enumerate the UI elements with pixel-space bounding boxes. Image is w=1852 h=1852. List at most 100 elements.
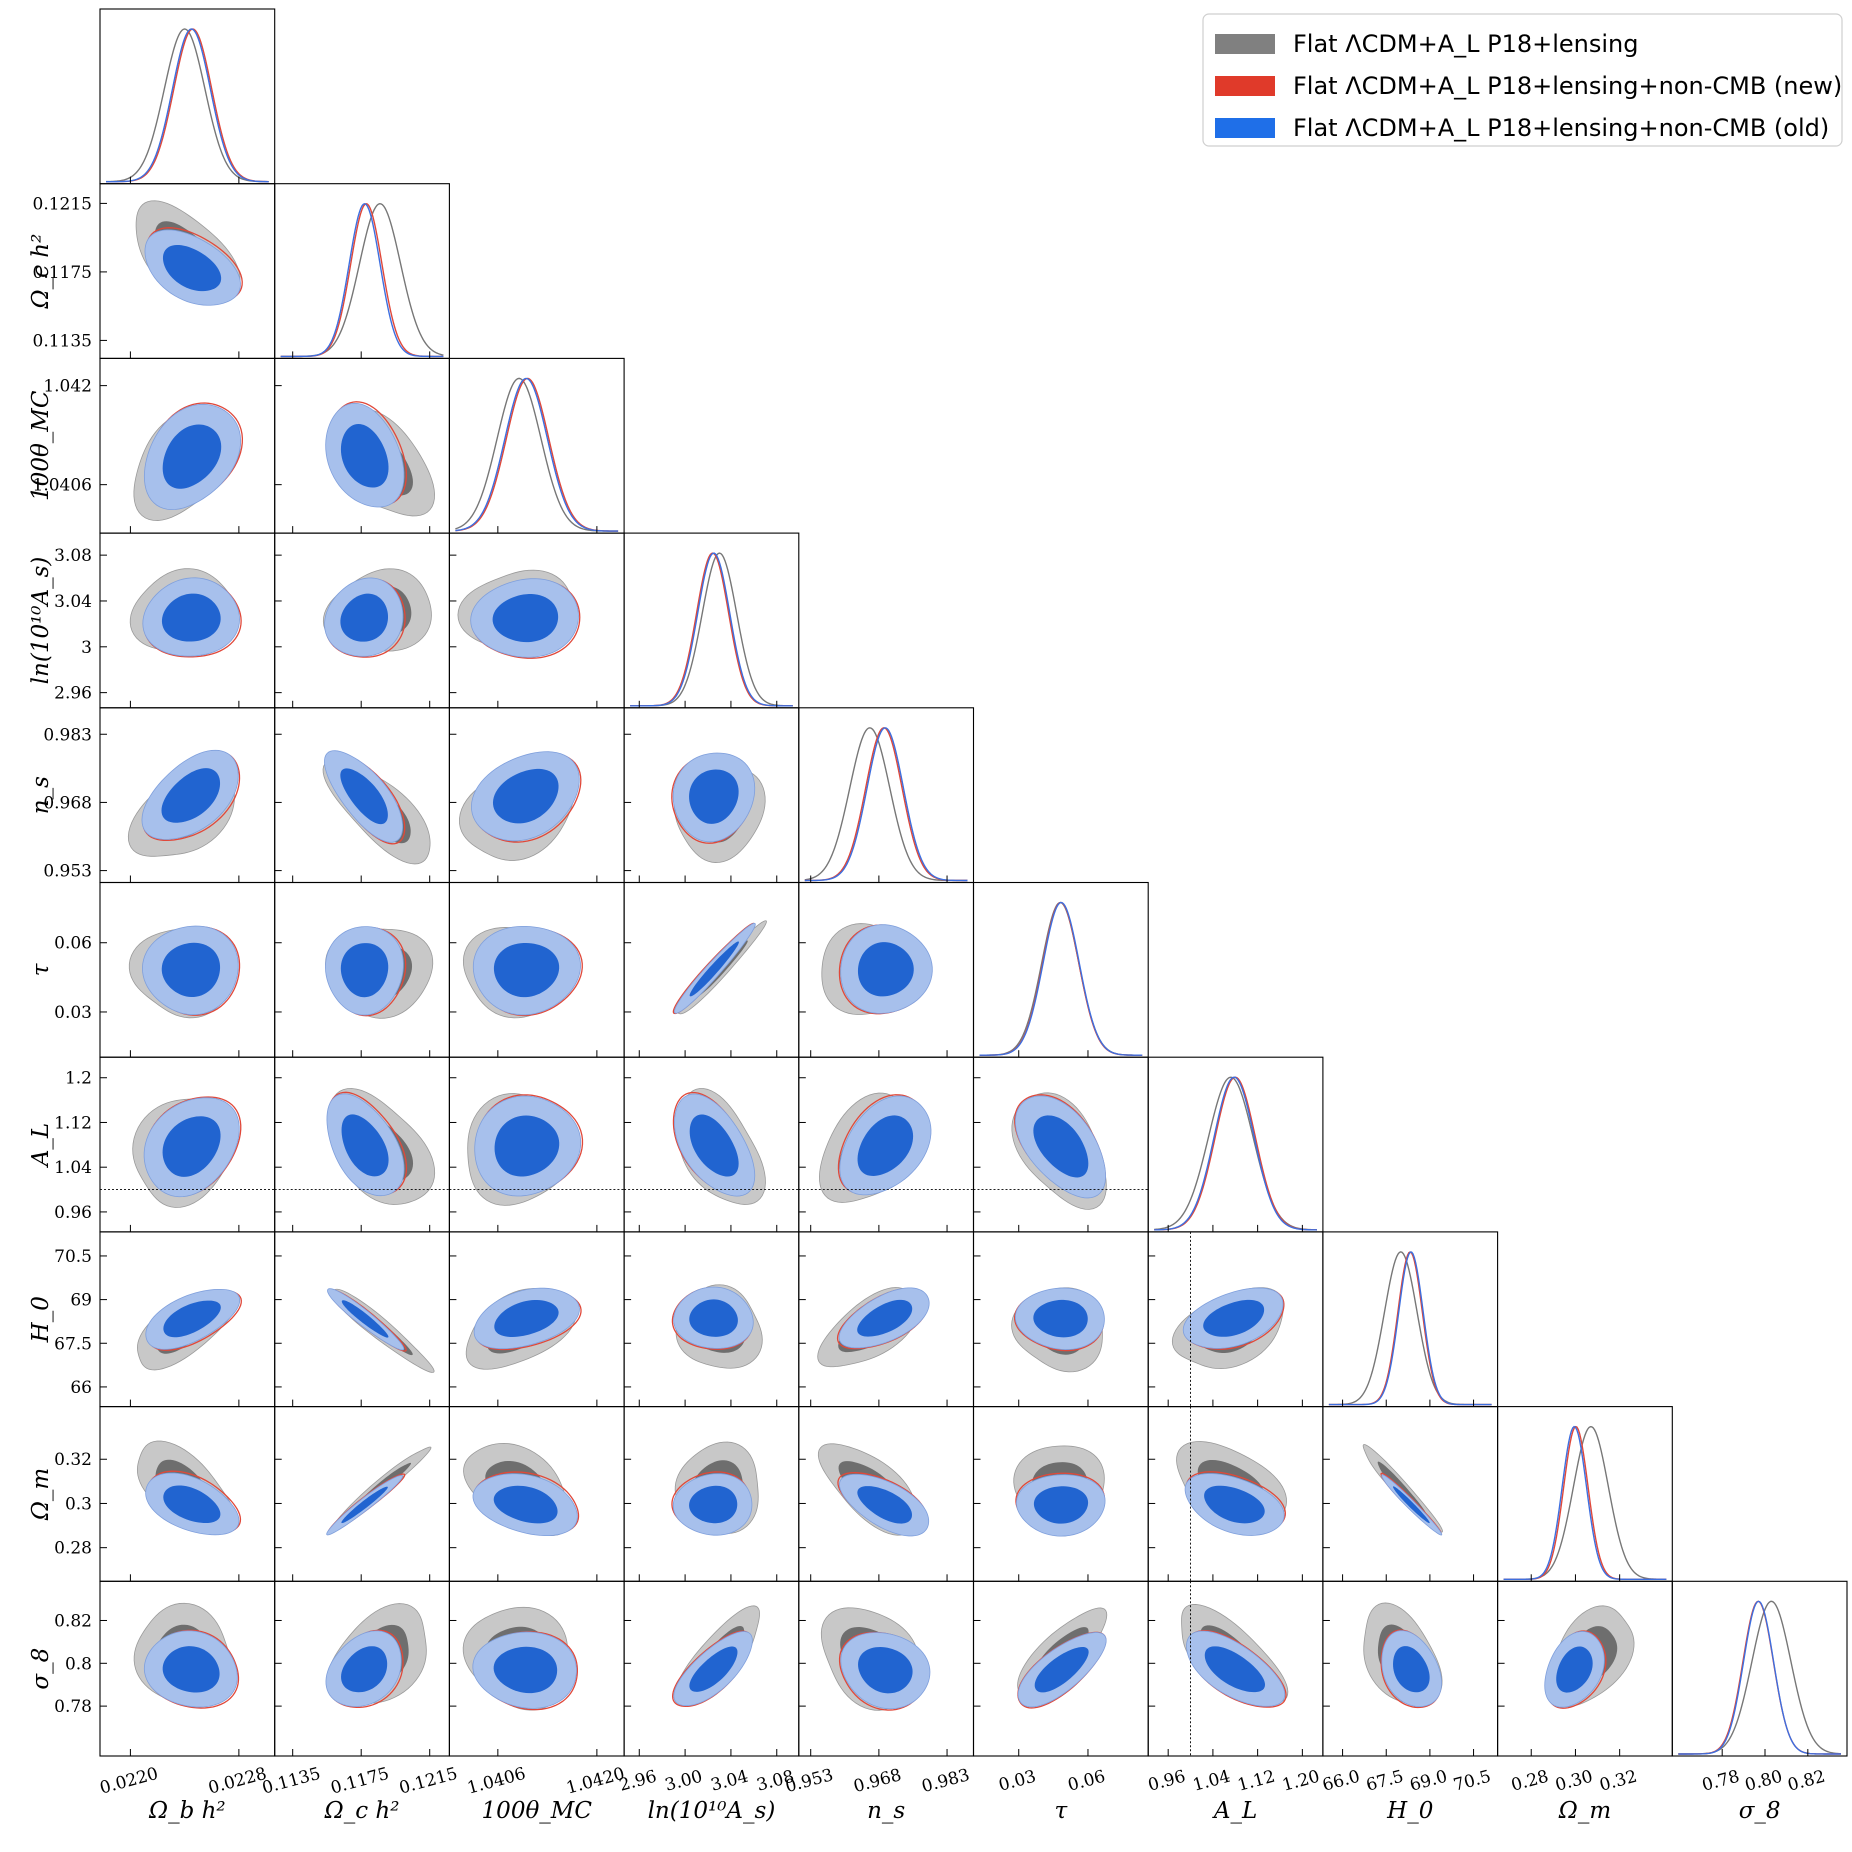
marginal-curve-grey-8 bbox=[1503, 1425, 1667, 1580]
legend-label-2: Flat ΛCDM+A_L P18+lensing+non-CMB (old) bbox=[1293, 114, 1829, 142]
contour-blue-68-1-6 bbox=[341, 1114, 389, 1177]
contour-blue-68-1-7 bbox=[341, 1300, 389, 1338]
y-tick-label: 69 bbox=[70, 1291, 92, 1311]
contour-blue-68-7-8 bbox=[1392, 1486, 1430, 1524]
legend-label-0: Flat ΛCDM+A_L P18+lensing bbox=[1293, 30, 1639, 58]
marginal-curve-grey-2 bbox=[455, 377, 619, 532]
panel-6-1 bbox=[274, 1056, 450, 1233]
contour-blue-68-3-9 bbox=[689, 1646, 738, 1692]
y-axis-label-7: H_0 bbox=[28, 1296, 54, 1343]
panel-2-1 bbox=[274, 357, 450, 534]
y-tick-label: 3.08 bbox=[54, 546, 92, 566]
marginal-curve-blue-7 bbox=[1328, 1251, 1492, 1406]
marginal-curve-red-8 bbox=[1503, 1425, 1667, 1580]
panel-1-0 bbox=[99, 183, 276, 359]
panel-3-3 bbox=[623, 532, 800, 709]
y-tick-label: 0.96 bbox=[54, 1203, 92, 1223]
contour-blue-68-0-5 bbox=[161, 942, 221, 998]
panel-3-1 bbox=[274, 532, 450, 709]
panel-7-5 bbox=[972, 1231, 1149, 1408]
y-tick-label: 0.968 bbox=[43, 793, 92, 813]
x-tick-label: 0.30 bbox=[1553, 1767, 1595, 1796]
panel-4-4 bbox=[798, 707, 975, 884]
contour-blue-68-5-7 bbox=[1033, 1299, 1088, 1338]
marginal-curve-grey-1 bbox=[280, 203, 444, 358]
panels-layer bbox=[99, 8, 1848, 1757]
panel-5-1 bbox=[274, 881, 450, 1058]
contour-blue-68-4-5 bbox=[857, 942, 914, 997]
contour-blue-68-2-8 bbox=[493, 1485, 558, 1524]
legend-swatch-2 bbox=[1215, 118, 1275, 138]
x-tick-label: 0.28 bbox=[1509, 1767, 1551, 1796]
marginal-curve-grey-5 bbox=[979, 901, 1143, 1056]
panel-4-3 bbox=[623, 707, 800, 884]
x-axis-label-2: 100θ_MC bbox=[482, 1798, 593, 1824]
contour-blue-68-0-4 bbox=[161, 768, 221, 823]
x-tick-label: 0.32 bbox=[1597, 1767, 1639, 1796]
x-tick-label: 70.5 bbox=[1451, 1767, 1493, 1796]
panel-9-8 bbox=[1497, 1580, 1673, 1757]
panel-2-2 bbox=[448, 357, 625, 534]
contour-blue-68-1-3 bbox=[340, 593, 389, 642]
contour-blue-68-3-8 bbox=[689, 1485, 738, 1524]
panel-2-0 bbox=[99, 357, 276, 534]
contour-blue-68-2-9 bbox=[493, 1646, 558, 1694]
x-tick-label: 3.00 bbox=[663, 1767, 705, 1796]
x-tick-label: 0.1215 bbox=[397, 1764, 460, 1799]
panel-5-4 bbox=[798, 881, 975, 1058]
x-axis-label-3: ln(10¹⁰A_s) bbox=[648, 1798, 776, 1824]
x-tick-label: 66.0 bbox=[1320, 1767, 1362, 1796]
panel-5-3 bbox=[623, 881, 800, 1058]
panel-5-0 bbox=[99, 881, 276, 1058]
marginal-curve-blue-6 bbox=[1154, 1076, 1317, 1231]
y-axis-label-1: Ω_c h² bbox=[28, 234, 54, 310]
y-tick-label: 70.5 bbox=[54, 1247, 92, 1267]
marginal-curve-blue-9 bbox=[1678, 1600, 1841, 1755]
contour-blue-68-1-4 bbox=[340, 768, 388, 825]
y-tick-label: 1.042 bbox=[43, 377, 92, 397]
panel-3-2 bbox=[448, 532, 625, 709]
y-tick-label: 0.1215 bbox=[33, 194, 92, 214]
y-axis-label-8: Ω_m bbox=[28, 1468, 54, 1521]
panel-8-2 bbox=[448, 1406, 625, 1582]
contour-blue-68-5-8 bbox=[1033, 1486, 1089, 1524]
panel-9-1 bbox=[274, 1580, 450, 1757]
contour-blue-68-6-7 bbox=[1203, 1299, 1265, 1337]
x-tick-label: 0.968 bbox=[851, 1765, 903, 1797]
x-axis-label-0: Ω_b h² bbox=[148, 1798, 226, 1824]
y-tick-label: 0.1135 bbox=[33, 331, 92, 351]
y-tick-label: 0.82 bbox=[54, 1611, 92, 1631]
y-tick-label: 0.8 bbox=[65, 1654, 92, 1674]
panel-5-2 bbox=[448, 881, 625, 1058]
legend-swatch-1 bbox=[1215, 76, 1275, 96]
panel-frame-6-6 bbox=[1147, 1056, 1324, 1233]
panel-7-2 bbox=[448, 1231, 625, 1408]
marginal-curve-blue-4 bbox=[804, 727, 968, 882]
panel-3-0 bbox=[99, 532, 276, 709]
y-tick-label: 0.953 bbox=[43, 862, 92, 882]
panel-0-0 bbox=[99, 8, 276, 185]
marginal-curve-blue-0 bbox=[106, 28, 269, 183]
y-tick-label: 1.2 bbox=[65, 1069, 92, 1089]
contour-blue-68-3-7 bbox=[689, 1299, 738, 1337]
contour-blue-68-4-7 bbox=[857, 1299, 913, 1337]
contour-blue-68-7-9 bbox=[1393, 1646, 1430, 1693]
panel-9-9 bbox=[1671, 1580, 1848, 1757]
marginal-curve-red-3 bbox=[630, 552, 793, 707]
y-tick-label: 0.03 bbox=[54, 1003, 92, 1023]
x-tick-label: 1.0406 bbox=[465, 1764, 528, 1799]
y-tick-label: 3 bbox=[81, 638, 92, 658]
x-tick-label: 0.96 bbox=[1146, 1767, 1188, 1796]
y-tick-label: 0.06 bbox=[54, 934, 92, 954]
x-axis-label-4: n_s bbox=[867, 1798, 905, 1824]
panel-7-6 bbox=[1147, 1231, 1324, 1408]
panel-9-6 bbox=[1147, 1580, 1324, 1757]
contour-blue-68-3-5 bbox=[689, 941, 739, 997]
panel-6-5 bbox=[972, 1056, 1149, 1233]
x-tick-label: 0.0220 bbox=[98, 1764, 161, 1799]
marginal-curve-red-4 bbox=[804, 727, 968, 882]
marginal-curve-red-5 bbox=[979, 901, 1143, 1056]
x-tick-label: 0.78 bbox=[1700, 1767, 1742, 1796]
